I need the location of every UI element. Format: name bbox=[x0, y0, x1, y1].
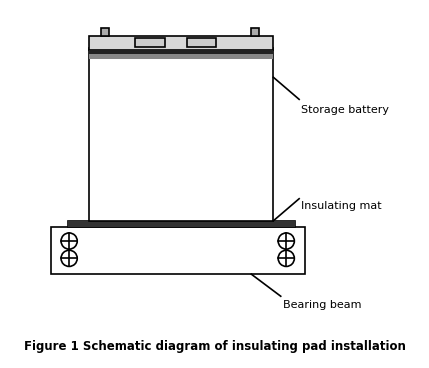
Bar bbox=[89, 36, 273, 50]
Bar bbox=[187, 38, 216, 47]
Bar bbox=[51, 227, 305, 274]
Circle shape bbox=[278, 250, 294, 266]
Bar bbox=[251, 28, 259, 36]
Bar bbox=[101, 28, 109, 36]
Circle shape bbox=[61, 233, 77, 249]
Bar bbox=[67, 220, 296, 227]
Bar bbox=[89, 50, 273, 54]
Circle shape bbox=[278, 233, 294, 249]
Bar bbox=[89, 54, 273, 59]
Text: Storage battery: Storage battery bbox=[301, 105, 389, 115]
Text: Figure 1 Schematic diagram of insulating pad installation: Figure 1 Schematic diagram of insulating… bbox=[24, 340, 405, 353]
Bar bbox=[136, 38, 165, 47]
Text: Bearing beam: Bearing beam bbox=[283, 300, 361, 310]
Circle shape bbox=[61, 250, 77, 266]
Text: Insulating mat: Insulating mat bbox=[301, 201, 382, 210]
Bar bbox=[89, 48, 273, 221]
